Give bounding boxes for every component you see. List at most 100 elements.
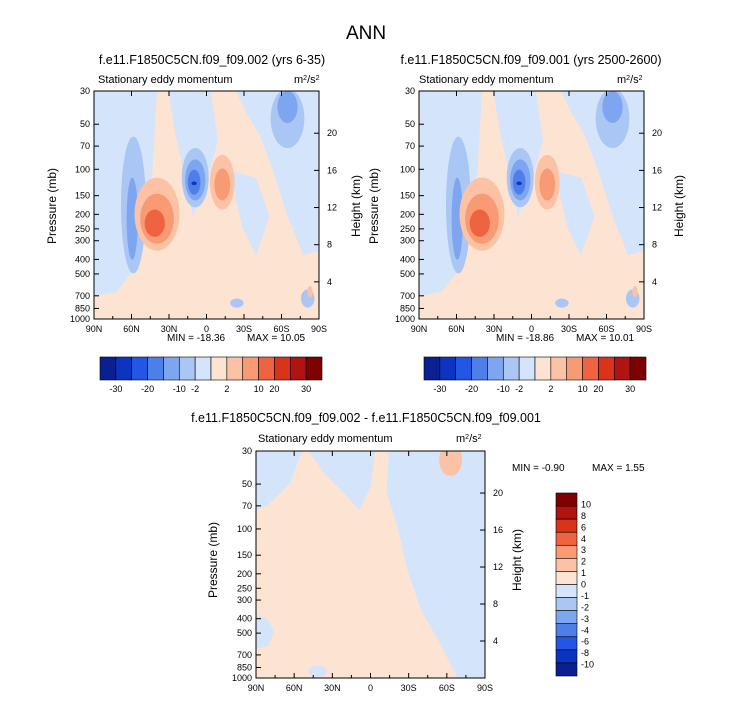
- x-tick-label: 60N: [123, 324, 140, 334]
- sh-mid-negative-lobe: [229, 170, 270, 256]
- x-tick-label: 60S: [439, 683, 455, 693]
- y-tick-label: 850: [237, 662, 252, 672]
- colorbar-box: [274, 356, 291, 381]
- y-tick-label: 70: [405, 141, 415, 151]
- y-tick-label: 50: [405, 119, 415, 129]
- surface-negative-spot: [555, 298, 569, 308]
- colorbar-box: [555, 597, 578, 611]
- colorbar-label: 2: [224, 384, 229, 394]
- y-tick-label: 400: [400, 254, 415, 264]
- y-right-tick-label: 4: [652, 277, 657, 287]
- y-tick-label: 250: [400, 224, 415, 234]
- y-tick-label: 1000: [232, 673, 252, 683]
- y-tick-label: 70: [80, 141, 90, 151]
- panel-variable-label: Stationary eddy momentum: [419, 74, 554, 86]
- units-text: /s: [630, 74, 639, 86]
- equatorial-positive-core: [214, 168, 231, 201]
- colorbar-box: [210, 356, 228, 381]
- y-right-tick-label: 8: [327, 240, 332, 250]
- y-right-tick-label: 16: [652, 165, 662, 175]
- colorbar-label: 10: [581, 499, 591, 509]
- x-tick-label: 0: [204, 324, 209, 334]
- x-tick-label: 90N: [248, 683, 265, 693]
- units-superscript: 2: [639, 75, 643, 82]
- colorbar-box: [566, 356, 583, 381]
- sh-negative-region: [386, 451, 485, 678]
- colorbar-box: [598, 356, 615, 381]
- colorbar-box: [550, 356, 568, 381]
- colorbar-label: -30: [109, 384, 122, 394]
- y-tick-label: 100: [237, 524, 252, 534]
- x-tick-label: 0: [529, 324, 534, 334]
- colorbar-label: -8: [581, 648, 589, 658]
- y-tick-label: 100: [75, 164, 90, 174]
- y-tick-label: 50: [80, 119, 90, 129]
- x-tick-label: 60N: [286, 683, 303, 693]
- colorbar-box: [423, 356, 441, 381]
- y-right-axis-label: Height (km): [672, 175, 686, 237]
- surface-negative-spot: [230, 298, 244, 308]
- x-tick-label: 30S: [236, 324, 252, 334]
- y-right-tick-label: 8: [652, 240, 657, 250]
- panel-variable-label: Stationary eddy momentum: [258, 433, 393, 445]
- min-label: MIN = -18.86: [496, 333, 555, 344]
- sh-mid-negative-lobe: [554, 170, 595, 256]
- colorbar-box: [613, 356, 631, 381]
- colorbar-box: [131, 356, 148, 381]
- colorbar-box: [194, 356, 212, 381]
- colorbar-box: [258, 356, 275, 381]
- colorbar-label: 10: [578, 384, 588, 394]
- y-tick-label: 200: [400, 209, 415, 219]
- colorbar-box: [555, 584, 578, 598]
- x-tick-label: 0: [368, 683, 373, 693]
- y-tick-label: 850: [75, 303, 90, 313]
- x-tick-label: 60S: [273, 324, 289, 334]
- colorbar-box: [471, 356, 488, 381]
- x-tick-label: 30S: [401, 683, 417, 693]
- colorbar-box: [555, 505, 578, 520]
- nh-polar-column-core: [451, 177, 463, 260]
- y-right-tick-label: 20: [493, 488, 503, 498]
- min-label: MIN = -18.36: [167, 333, 226, 344]
- x-tick-label: 90S: [311, 324, 327, 334]
- upper-negative-patch: [308, 451, 376, 510]
- max-label: MAX = 10.05: [247, 333, 306, 344]
- min-label: MIN = -0.90: [512, 463, 565, 474]
- x-tick-label: 60N: [448, 324, 465, 334]
- upper-positive-spot: [439, 451, 463, 476]
- colorbar-box: [555, 531, 578, 546]
- y-tick-label: 150: [75, 191, 90, 201]
- colorbar-box: [487, 356, 504, 381]
- x-tick-label: 90S: [636, 324, 652, 334]
- panel-3-difference: 90N 60N 30N 0 30S 60S 90S305070100150200250300…: [191, 411, 645, 693]
- equatorial-positive-core: [539, 168, 556, 201]
- colorbar-box: [555, 558, 578, 572]
- y-tick-label: 400: [75, 254, 90, 264]
- y-right-tick-label: 20: [327, 128, 337, 138]
- colorbar-box: [555, 636, 578, 651]
- colorbar-box: [502, 356, 520, 381]
- y-axis-label: Pressure (mb): [367, 168, 381, 244]
- y-right-tick-label: 16: [493, 525, 503, 535]
- y-tick-label: 500: [400, 269, 415, 279]
- colorbar-label: -2: [581, 602, 589, 612]
- colorbar-label: 3: [581, 545, 586, 555]
- colorbar-label: -10: [173, 384, 186, 394]
- y-tick-label: 150: [237, 550, 252, 560]
- units-text: m: [617, 74, 626, 86]
- colorbar-label: -10: [581, 660, 594, 670]
- colorbar-label: 0: [581, 580, 586, 590]
- nh-jet-positive-core: [469, 209, 490, 237]
- y-tick-label: 30: [405, 86, 415, 96]
- units-text: m: [456, 433, 465, 445]
- colorbar-box: [555, 544, 578, 559]
- y-tick-label: 30: [242, 446, 252, 456]
- x-tick-label: 30S: [561, 324, 577, 334]
- y-tick-label: 300: [400, 236, 415, 246]
- y-right-tick-label: 4: [327, 277, 332, 287]
- y-tick-label: 500: [237, 628, 252, 638]
- x-tick-label: 90S: [477, 683, 493, 693]
- panel-variable-label: Stationary eddy momentum: [98, 74, 233, 86]
- colorbar-label: 4: [581, 534, 586, 544]
